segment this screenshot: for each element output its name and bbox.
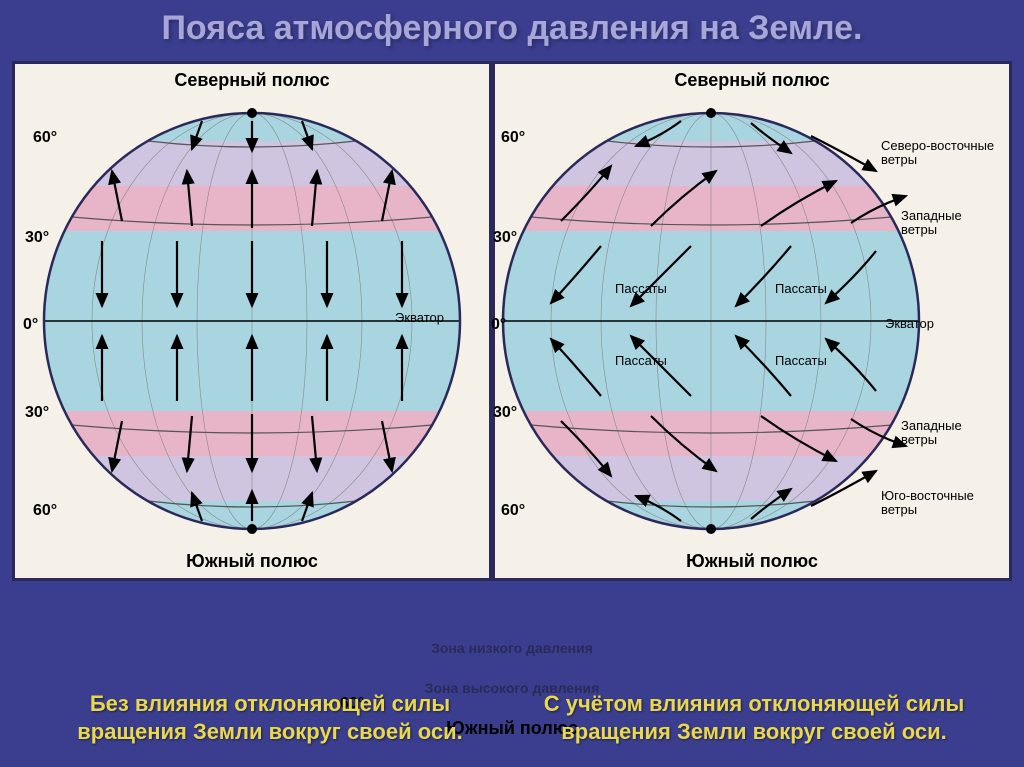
se-wind-label: Юго-восточные ветры <box>881 489 1001 518</box>
page-title: Пояса атмосферного давления на Земле. <box>0 0 1024 53</box>
lat-30n-l: 30° <box>25 229 49 247</box>
trade-sr-label: Пассаты <box>775 354 827 368</box>
lat-30s-r: 30° <box>493 404 517 422</box>
lat-30s-l: 30° <box>25 404 49 422</box>
north-pole-label: Северный полюс <box>15 70 489 91</box>
zone-low-label: Зона низкого давления <box>431 640 593 656</box>
trade-sl-label: Пассаты <box>615 354 667 368</box>
lat-60s-r: 60° <box>501 502 525 520</box>
right-globe-svg <box>496 106 926 536</box>
south-pole-label: Южный полюс <box>15 551 489 572</box>
lat-0-l: 0° <box>23 316 38 334</box>
globes-container: Северный полюс Южный полюс <box>0 61 1024 581</box>
left-globe-panel: Северный полюс Южный полюс <box>12 61 492 581</box>
lat-60n-l: 60° <box>33 129 57 147</box>
lat-30n-r: 30° <box>493 229 517 247</box>
equator-label-r: Экватор <box>885 316 934 331</box>
west-wind-s-label: Западные ветры <box>901 419 1001 448</box>
north-pole-label-r: Северный полюс <box>495 70 1009 91</box>
ne-wind-label: Северо-восточные ветры <box>881 139 1001 168</box>
trade-nr-label: Пассаты <box>775 282 827 296</box>
equator-label-l: Экватор <box>395 310 444 325</box>
lat-60n-r: 60° <box>501 129 525 147</box>
right-caption: С учётом влияния отклоняющей силы вращен… <box>524 690 984 747</box>
left-caption: Без влияния отклоняющей силы вращения Зе… <box>40 690 500 747</box>
right-globe-panel: Северный полюс Южный полюс <box>492 61 1012 581</box>
trade-nl-label: Пассаты <box>615 282 667 296</box>
lat-60s-l: 60° <box>33 502 57 520</box>
lat-0-r: 0° <box>491 316 506 334</box>
west-wind-n-label: Западные ветры <box>901 209 1001 238</box>
south-pole-label-r: Южный полюс <box>495 551 1009 572</box>
